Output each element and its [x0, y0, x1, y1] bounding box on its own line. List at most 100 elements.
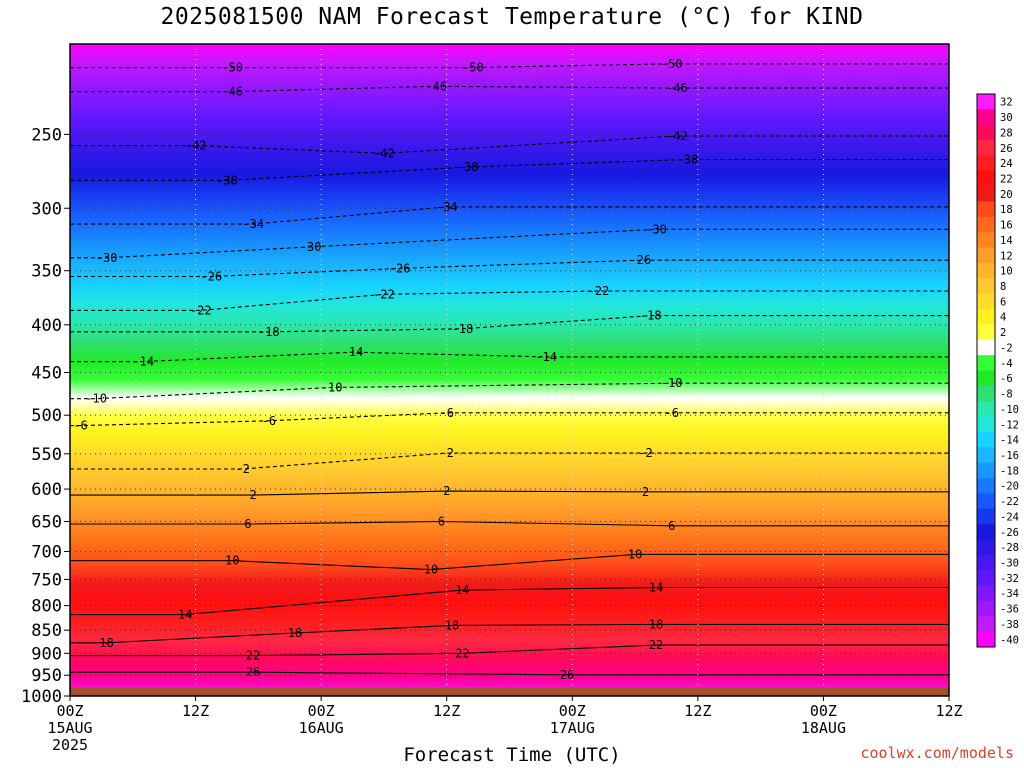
x-tick-label: 00Z: [810, 702, 837, 720]
colorbar-label: -16: [1000, 450, 1019, 462]
isotherm-line: [70, 553, 949, 571]
y-tick-label: 450: [31, 364, 62, 384]
contour-label: -18: [452, 322, 474, 336]
contour-label: -14: [535, 350, 557, 364]
isotherm-line: [70, 206, 949, 225]
x-tick-label: 15AUG: [47, 719, 92, 737]
chart-title: 2025081500 NAM Forecast Temperature (°C)…: [160, 4, 864, 30]
x-axis-label: Forecast Time (UTC): [403, 744, 621, 766]
colorbar: 32 30 28 26 24 22 20 18 16 14 12 10 8 6 4 2 -2 -4 -6 -8 -10 -…: [976, 93, 1019, 648]
contour-label: 2: [250, 488, 257, 502]
contour-label: -38: [216, 173, 238, 187]
contour-label: -50: [462, 61, 484, 75]
contour-label: -10: [321, 381, 343, 395]
y-tick-label: 750: [31, 570, 62, 590]
colorbar-label: -6: [1000, 373, 1013, 385]
contour-label: 2: [642, 485, 649, 499]
colorbar-label: -10: [1000, 404, 1019, 416]
contour-label: -26: [629, 253, 651, 267]
isotherm-line: [70, 520, 949, 527]
y-tick-label: 650: [31, 512, 62, 532]
contour-label: -38: [457, 160, 479, 174]
contour-label: 18: [99, 636, 113, 650]
colorbar-swatch: [977, 262, 995, 279]
colorbar-label: 6: [1000, 296, 1006, 308]
x-tick-label: 2025: [52, 736, 88, 754]
colorbar-swatch: [977, 293, 995, 310]
contour-label: 2: [443, 484, 450, 498]
colorbar-swatch: [977, 278, 995, 294]
isotherm-line: [70, 290, 949, 311]
isotherm-line: [70, 412, 949, 427]
y-tick-label: 400: [31, 316, 62, 336]
colorbar-swatch: [977, 324, 995, 341]
contour-label: -6: [664, 406, 678, 420]
colorbar-label: 2: [1000, 327, 1006, 339]
contour-label: -30: [96, 251, 118, 265]
colorbar-label: 18: [1000, 204, 1013, 216]
colorbar-swatch: [977, 508, 995, 525]
contour-label: -22: [190, 303, 212, 317]
colorbar-swatch: [977, 585, 995, 602]
contour-label: -46: [425, 79, 447, 93]
contour-label: 26: [560, 668, 574, 682]
contour-label: 10: [225, 554, 239, 568]
colorbar-swatch: [977, 232, 995, 248]
colorbar-label: -24: [1000, 511, 1019, 523]
colorbar-swatch: [977, 493, 995, 510]
colorbar-label: 32: [1000, 97, 1013, 109]
isotherm-line: [70, 671, 949, 676]
colorbar-label: -34: [1000, 588, 1019, 600]
contour-label: -30: [645, 222, 667, 236]
contour-label: 6: [244, 517, 251, 531]
colorbar-swatch: [977, 370, 995, 387]
colorbar-label: -18: [1000, 465, 1019, 477]
isotherm-line: [70, 586, 949, 616]
contour-label: -14: [342, 345, 364, 359]
colorbar-swatch: [977, 201, 995, 218]
colorbar-label: 16: [1000, 220, 1013, 232]
ground-surface: [70, 687, 949, 696]
x-tick-label: 12Z: [935, 702, 962, 720]
contour-label: -18: [258, 325, 280, 339]
colorbar-swatch: [977, 631, 995, 648]
contour-label: -34: [436, 200, 458, 214]
contour-label: 22: [455, 646, 469, 660]
isotherm-line: [70, 452, 949, 470]
contour-label: -6: [439, 406, 453, 420]
contour-label: -46: [221, 85, 243, 99]
contour-label: -10: [661, 376, 683, 390]
colorbar-label: -28: [1000, 542, 1019, 554]
contour-label: 18: [649, 617, 663, 631]
colorbar-label: -36: [1000, 604, 1019, 616]
plot-area: [70, 44, 949, 696]
isotherm-lines: [70, 63, 949, 676]
y-tick-label: 550: [31, 445, 62, 465]
colorbar-swatch: [977, 339, 995, 356]
colorbar-label: -22: [1000, 496, 1019, 508]
contour-label: 6: [438, 514, 445, 528]
y-tick-label: 1000: [21, 687, 62, 707]
colorbar-swatch: [977, 309, 995, 325]
y-tick-label: 950: [31, 666, 62, 686]
colorbar-swatch: [977, 155, 995, 172]
contour-label: 18: [288, 626, 302, 640]
contour-label: -2: [235, 462, 249, 476]
colorbar-label: 30: [1000, 112, 1013, 124]
colorbar-swatch: [977, 170, 995, 187]
x-tick-label: 12Z: [182, 702, 209, 720]
isotherm-line: [70, 85, 949, 93]
colorbar-swatch: [977, 109, 995, 126]
colorbar-swatch: [977, 216, 995, 233]
colorbar-swatch: [977, 355, 995, 371]
isotherm-line: [70, 644, 949, 657]
x-tick-label: 00Z: [56, 702, 83, 720]
contour-label: -26: [389, 261, 411, 275]
y-tick-label: 350: [31, 262, 62, 282]
colorbar-swatch: [977, 140, 995, 156]
grid-lines: [70, 44, 949, 696]
colorbar-label: -2: [1000, 342, 1013, 354]
isotherm-line: [70, 228, 949, 259]
contour-label: -6: [73, 419, 87, 433]
plot-frame: [69, 43, 950, 697]
